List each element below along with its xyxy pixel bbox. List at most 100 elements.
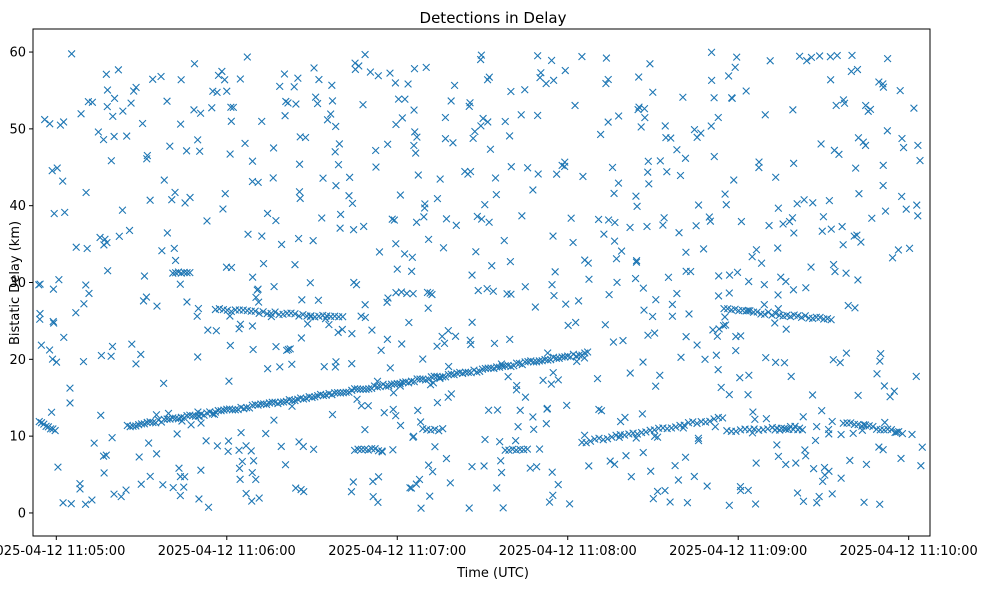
detection-point — [197, 466, 205, 474]
detection-point — [334, 328, 342, 337]
detection-point — [789, 286, 798, 294]
detection-point — [424, 235, 433, 244]
detection-point — [212, 326, 221, 335]
detection-point — [483, 284, 491, 293]
detection-point — [129, 422, 137, 430]
detection-point — [674, 476, 683, 484]
detection-point — [661, 486, 669, 495]
detection-point — [894, 427, 903, 436]
detection-point — [650, 329, 659, 337]
detection-point — [619, 336, 627, 345]
detection-point — [325, 320, 333, 329]
detection-point — [229, 103, 238, 112]
detection-point — [354, 445, 362, 453]
detection-point — [288, 360, 296, 369]
detection-point — [632, 258, 641, 266]
detection-point — [202, 437, 210, 445]
detection-point — [750, 425, 758, 433]
detection-point — [593, 374, 602, 383]
detection-point — [729, 176, 738, 184]
detection-point — [648, 312, 657, 321]
y-tick-label: 0 — [18, 506, 26, 521]
detection-point — [414, 171, 423, 179]
chart-title: Detections in Delay — [420, 9, 567, 27]
x-tick-label: 2025-04-12 11:05:00 — [0, 544, 125, 559]
detection-point — [681, 453, 690, 462]
detection-point — [703, 482, 711, 490]
detection-point — [366, 68, 375, 76]
detection-point — [122, 132, 131, 140]
detection-point — [76, 485, 84, 493]
detection-point — [666, 134, 675, 142]
detection-point — [420, 213, 428, 221]
detection-point — [383, 298, 391, 307]
detection-point — [99, 452, 108, 460]
detection-point — [272, 216, 280, 225]
detection-point — [373, 377, 382, 386]
detection-point — [204, 503, 213, 512]
detection-point — [254, 298, 263, 306]
detection-point — [755, 163, 763, 172]
detection-point — [421, 376, 430, 384]
x-tick-label: 2025-04-12 11:07:00 — [328, 544, 466, 559]
detection-point — [132, 360, 140, 368]
detection-point — [119, 107, 127, 115]
detection-point — [306, 278, 315, 287]
detection-point — [393, 379, 402, 388]
detection-point — [918, 443, 927, 451]
detection-point — [444, 362, 453, 371]
detection-point — [523, 445, 532, 453]
detection-point — [603, 434, 612, 443]
detection-point — [725, 271, 734, 279]
detection-point — [48, 355, 57, 363]
detection-point — [364, 401, 373, 410]
x-axis: 2025-04-12 11:05:00 2025-04-12 11:06:00 20… — [0, 536, 978, 559]
detection-point — [55, 275, 63, 284]
detection-point — [224, 437, 233, 445]
detection-point — [380, 408, 389, 417]
detection-point — [631, 274, 640, 283]
detection-point — [242, 403, 251, 412]
detection-point — [277, 442, 286, 451]
detection-point — [917, 461, 925, 470]
detection-point — [641, 113, 649, 122]
detection-point — [235, 324, 243, 333]
detection-point — [166, 142, 174, 150]
detection-point — [213, 88, 221, 97]
detection-point — [610, 237, 619, 245]
detection-point — [707, 48, 716, 57]
detection-point — [375, 248, 384, 256]
detection-point — [626, 223, 634, 232]
detection-point — [545, 498, 554, 506]
detection-point — [349, 478, 358, 486]
detection-point — [81, 281, 90, 289]
detection-point — [807, 53, 816, 62]
detection-point — [452, 221, 461, 230]
detection-point — [897, 192, 906, 201]
detection-point — [461, 167, 469, 176]
detection-point — [332, 357, 340, 366]
detection-point — [561, 353, 569, 361]
detection-point — [860, 498, 868, 507]
detection-point — [177, 413, 186, 422]
detection-point — [693, 133, 701, 142]
detection-point — [847, 67, 856, 76]
detection-point — [787, 372, 795, 381]
detection-point — [357, 401, 366, 410]
detection-point — [383, 335, 392, 344]
detection-point — [196, 109, 205, 118]
detection-point — [442, 454, 451, 463]
detection-point — [710, 415, 718, 423]
detection-point — [578, 52, 586, 61]
detection-point — [149, 418, 157, 427]
detection-point — [397, 340, 406, 348]
detection-point — [424, 304, 432, 312]
detection-point — [319, 174, 327, 182]
detection-point — [187, 421, 195, 429]
detection-point — [109, 112, 117, 121]
detection-point — [447, 97, 455, 105]
detection-point — [323, 115, 332, 124]
detection-point — [608, 163, 617, 172]
detection-point — [226, 150, 234, 158]
detection-point — [332, 181, 340, 190]
